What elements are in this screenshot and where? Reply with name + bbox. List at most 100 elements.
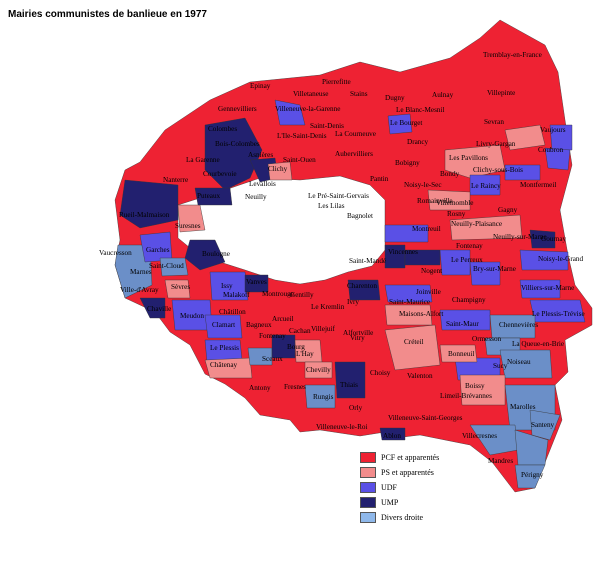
- place-label: Sucy: [493, 362, 508, 370]
- place-label: Montrouge: [262, 290, 294, 298]
- patch-ps-suresnes: [177, 204, 206, 233]
- place-label: Marolles: [510, 403, 536, 411]
- patch-ps-maisons-alfort: [384, 304, 433, 326]
- patch-udf-raincy: [469, 174, 501, 196]
- patch-udf-coubron: [544, 147, 571, 171]
- place-label: Villeneuve-le-Roi: [316, 423, 367, 431]
- place-label: Epinay: [250, 82, 271, 90]
- patch-ump-charenton: [347, 279, 381, 301]
- patch-dvd-saint-cloud: [159, 257, 189, 277]
- place-label: Sevran: [484, 118, 504, 126]
- place-label: Champigny: [452, 296, 486, 304]
- patch-ps-chevilly: [304, 361, 333, 379]
- legend-swatch: [360, 452, 376, 463]
- patch-ump-north-west: [204, 117, 263, 191]
- patch-ps-neuilly-plaisance: [449, 214, 523, 241]
- place-label: Malakoff: [223, 291, 250, 299]
- place-label: Montreuil: [412, 225, 441, 233]
- place-label: Issy: [221, 282, 233, 290]
- place-label: Châtenay: [210, 361, 238, 369]
- place-label: Bagnolet: [347, 212, 373, 220]
- place-label: Maisons-Alfort: [399, 310, 443, 318]
- patch-ump-nogent: [404, 249, 441, 266]
- place-label: Clichy-sous-Bois: [473, 166, 523, 174]
- place-label: Villepinte: [487, 89, 515, 97]
- place-label: Clamart: [212, 321, 235, 329]
- patch-udf-plessis-trevise: [529, 299, 586, 323]
- legend-item: PS et apparentés: [360, 465, 510, 480]
- legend-item: UMP: [360, 495, 510, 510]
- patch-udf-le-perreux: [439, 249, 471, 276]
- place-label: Puteaux: [197, 192, 221, 200]
- place-label: Courbevoie: [203, 170, 237, 178]
- place-label: Mandres: [488, 457, 513, 465]
- place-label: Chaville: [147, 305, 171, 313]
- place-label: Châtillon: [219, 308, 246, 316]
- place-label: Pierrefitte: [322, 78, 351, 86]
- place-label: Rosny: [447, 210, 466, 218]
- place-label: Saint-Ouen: [283, 156, 316, 164]
- place-label: Pantin: [370, 175, 389, 183]
- place-label: Gournay: [541, 235, 567, 243]
- patch-ps-chatenay: [204, 357, 253, 379]
- patch-ump-thiais: [334, 361, 366, 399]
- place-label: L'Hay: [296, 350, 314, 358]
- place-label: La Courneuve: [335, 130, 376, 138]
- place-labels: Tremblay-en-France Epinay Pierrefitte Ville…: [99, 51, 585, 479]
- legend-swatch: [360, 467, 376, 478]
- place-label: Le Plessis: [210, 344, 239, 352]
- place-label: Montfermeil: [520, 181, 556, 189]
- place-label: Créteil: [404, 338, 424, 346]
- place-label: Rungis: [313, 393, 334, 401]
- place-label: Boulogne: [202, 250, 230, 258]
- place-label: Coubron: [538, 146, 564, 154]
- place-label: Noisy-le-Grand: [538, 255, 584, 263]
- patch-ps-pavillons: [444, 144, 506, 179]
- place-label: Valenton: [407, 372, 433, 380]
- place-label: Bagneux: [246, 321, 272, 329]
- place-label: Vincennes: [388, 248, 418, 256]
- place-label: Bourg: [287, 343, 305, 351]
- patch-dvd-sceaux: [247, 347, 273, 366]
- legend-label: UMP: [381, 498, 399, 507]
- place-label: Limeil-Brévannes: [440, 392, 492, 400]
- patch-ps-sevres: [164, 279, 191, 299]
- patch-ump-gournay: [529, 229, 556, 249]
- legend-label: Divers droite: [381, 513, 423, 522]
- place-label: Nanterre: [163, 176, 188, 184]
- place-label: Tremblay-en-France: [483, 51, 542, 59]
- patch-udf-clichy-bois: [504, 164, 541, 181]
- place-label: Le Blanc-Mesnil: [396, 106, 445, 114]
- patch-udf-issy: [209, 271, 249, 301]
- patch-udf-vaujours: [549, 124, 573, 151]
- place-label: Saint-Cloud: [149, 262, 184, 270]
- place-label: Villeneuve-la-Garenne: [275, 105, 340, 113]
- patch-udf-noisy-grand: [519, 249, 569, 271]
- place-label: Sèvres: [171, 283, 190, 291]
- place-label: Joinville: [416, 288, 441, 296]
- place-label: Sceaux: [262, 355, 283, 363]
- place-label: Dugny: [385, 94, 405, 102]
- patch-dvd-noiseau: [499, 349, 553, 379]
- place-label: Villiers-sur-Marne: [521, 284, 574, 292]
- patch-dvd-rungis: [304, 384, 336, 409]
- place-label: Villejuif: [311, 325, 336, 333]
- place-label: Bonneuil: [448, 350, 474, 358]
- place-label: Vitry: [350, 334, 365, 342]
- place-label: Villeneuve-Saint-Georges: [388, 414, 463, 422]
- place-label: Gentilly: [290, 291, 314, 299]
- place-label: Le Pré-Saint-Gervais: [308, 192, 369, 200]
- place-label: Aubervilliers: [335, 150, 373, 158]
- legend: PCF et apparentés PS et apparentés UDF UMP D…: [360, 450, 510, 525]
- place-label: Neuilly: [245, 193, 267, 201]
- patch-ump-saint-mande: [384, 244, 406, 269]
- legend-item: PCF et apparentés: [360, 450, 510, 465]
- place-label: Bobigny: [395, 159, 420, 167]
- place-label: Les Lilas: [318, 202, 345, 210]
- place-label: Les Pavillons: [449, 154, 488, 162]
- place-label: Choisy: [370, 369, 391, 377]
- patch-ps-bonneuil: [439, 344, 478, 363]
- place-label: Levallois: [249, 180, 276, 188]
- patch-dvd-santeny: [529, 409, 561, 441]
- patch-udf-vincennes: [384, 224, 429, 243]
